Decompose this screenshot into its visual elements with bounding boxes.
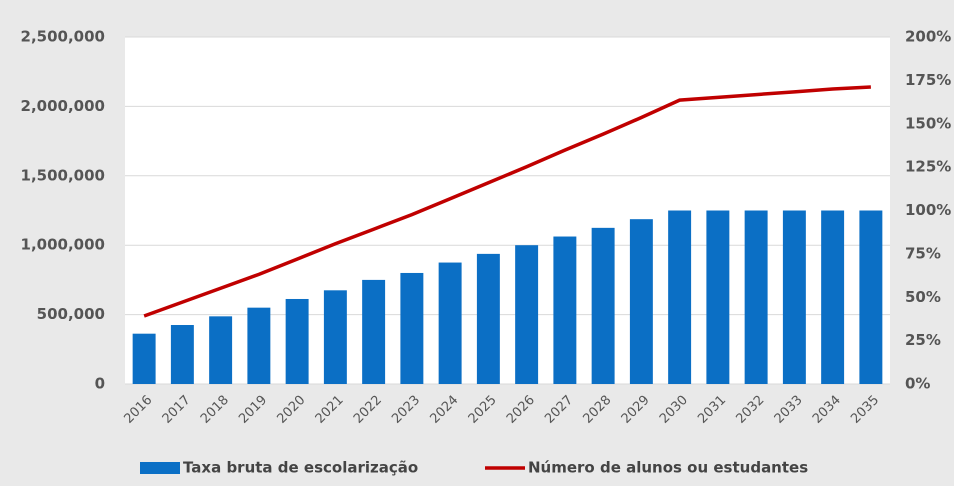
legend-label: Taxa bruta de escolarização <box>183 459 418 477</box>
legend-swatch <box>140 462 180 474</box>
bar <box>209 316 233 384</box>
plot-area <box>125 37 890 384</box>
bar <box>438 262 462 384</box>
bar <box>362 279 386 384</box>
bar <box>668 210 692 384</box>
y2-tick-label: 200% <box>905 28 951 46</box>
bar <box>744 210 768 384</box>
bar <box>247 307 271 384</box>
bar <box>323 290 347 384</box>
bar <box>706 210 730 384</box>
bar <box>285 298 309 384</box>
legend-label: Número de alunos ou estudantes <box>528 459 808 477</box>
y2-tick-label: 175% <box>905 71 951 89</box>
bar <box>132 333 156 384</box>
y2-tick-label: 125% <box>905 158 951 176</box>
bar <box>591 227 615 384</box>
y2-tick-label: 150% <box>905 114 951 132</box>
y-tick-label: 2,000,000 <box>21 97 105 115</box>
y2-tick-label: 100% <box>905 201 951 219</box>
line <box>143 85 871 318</box>
y2-tick-label: 0% <box>905 375 930 393</box>
y-tick-label: 2,500,000 <box>21 28 105 46</box>
bar <box>476 253 500 384</box>
y-tick-label: 500,000 <box>37 305 105 323</box>
bar <box>170 325 194 384</box>
y-tick-label: 1,000,000 <box>21 236 105 254</box>
y2-tick-label: 50% <box>905 288 941 306</box>
bar <box>553 236 577 384</box>
y2-tick-label: 75% <box>905 244 941 262</box>
y2-tick-label: 25% <box>905 331 941 349</box>
bar <box>629 219 653 384</box>
bar <box>821 210 845 384</box>
bar <box>400 272 424 384</box>
bar <box>782 210 806 384</box>
y-tick-label: 0 <box>95 375 105 393</box>
bar <box>515 245 539 384</box>
bar <box>859 210 883 384</box>
y-tick-label: 1,500,000 <box>21 166 105 184</box>
